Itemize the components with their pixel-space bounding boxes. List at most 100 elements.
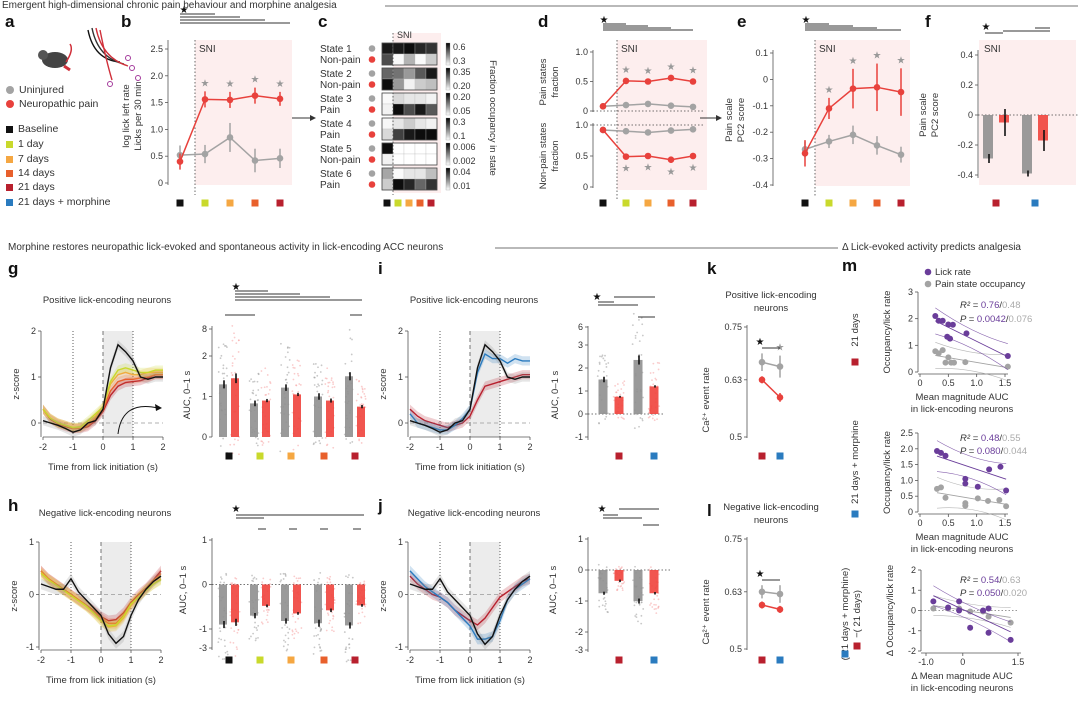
data-point — [319, 442, 322, 445]
data-point — [314, 441, 317, 444]
data-point — [233, 438, 236, 441]
data-point — [319, 572, 322, 574]
data-point — [297, 631, 300, 634]
heatmap-cell — [403, 67, 416, 80]
x-tick-label: 1 — [497, 655, 502, 665]
data-point — [758, 358, 766, 366]
sem-band — [410, 349, 530, 435]
data-point — [623, 380, 626, 383]
data-point — [223, 344, 226, 347]
trace-line — [409, 575, 531, 646]
data-point — [974, 495, 981, 502]
neuropathic-dot-icon — [368, 56, 376, 63]
data-point — [329, 575, 332, 578]
data-point — [225, 367, 228, 370]
data-point — [648, 415, 651, 418]
data-point — [640, 601, 643, 604]
data-point — [937, 484, 944, 491]
data-point — [348, 646, 351, 649]
data-point — [252, 389, 255, 392]
trace-line — [42, 374, 163, 430]
data-point — [622, 77, 630, 85]
x-tick-label: 2 — [527, 655, 532, 665]
condition-key-square — [351, 656, 359, 664]
heatmap-cell — [392, 67, 405, 80]
data-point — [261, 444, 264, 446]
condition-key-square — [176, 199, 184, 207]
plot-title: Positive lick-encoding neurons — [43, 295, 172, 306]
data-point — [606, 610, 609, 613]
data-point — [260, 370, 263, 372]
sem-band — [410, 570, 530, 650]
bar — [357, 406, 365, 437]
heatmap-cell — [381, 178, 394, 191]
uninjured-dot-icon — [368, 95, 376, 102]
x-tick-label: 0 — [917, 378, 922, 388]
data-point — [351, 338, 353, 341]
data-point — [314, 627, 317, 630]
data-point — [945, 354, 952, 361]
significance-star-icon: ★ — [689, 66, 698, 77]
data-point — [602, 357, 605, 360]
y-tick-label: 0 — [908, 507, 913, 517]
data-point — [265, 609, 268, 611]
sem-band — [410, 570, 530, 631]
y-tick-label: 0.5 — [150, 151, 163, 161]
y-axis-label: Ca²⁺ event rate — [701, 579, 712, 644]
data-point — [348, 328, 351, 331]
heatmap-cell — [414, 92, 427, 105]
heatmap-cell — [392, 42, 405, 55]
data-point — [363, 580, 366, 583]
y-tick-label: -1 — [395, 642, 403, 652]
scissors-icon — [135, 75, 141, 81]
heatmap-cell — [392, 153, 405, 166]
data-point — [250, 635, 252, 638]
sem-band — [43, 370, 163, 434]
significance-star-icon: ★ — [756, 569, 765, 580]
legend-label: Lick rate — [935, 267, 971, 278]
y-tick-label: -0.2 — [752, 127, 768, 137]
mouse-tail-icon — [65, 43, 73, 63]
data-point — [219, 445, 222, 447]
occupancy-stat-value: 0.48 — [1002, 300, 1021, 311]
legend-label: Baseline — [18, 123, 59, 135]
significance-star-icon: ★ — [201, 78, 210, 89]
mouse-illustration-icon — [42, 52, 68, 68]
y-tick-label: 0 — [202, 580, 207, 590]
x-tick-label: -1 — [436, 442, 444, 452]
data-point — [261, 581, 264, 584]
heatmap-cell — [392, 92, 405, 105]
colorbar-max-label: 0.006 — [453, 142, 476, 152]
data-point — [293, 632, 296, 635]
data-point — [293, 372, 296, 375]
data-point — [233, 336, 236, 339]
heatmap-cell — [392, 117, 405, 130]
data-point — [221, 658, 224, 661]
data-point — [949, 321, 956, 328]
data-point — [657, 598, 660, 601]
confidence-band-line — [933, 585, 1011, 623]
trace-line — [42, 343, 163, 433]
data-point — [343, 631, 346, 633]
data-point — [332, 381, 334, 384]
data-point — [226, 374, 228, 377]
heatmap-cell — [392, 103, 405, 116]
y-axis-label: AUC, 0–1 s — [548, 565, 559, 614]
data-point — [252, 380, 254, 383]
data-point — [605, 374, 608, 377]
data-point — [1007, 619, 1014, 626]
y-tick-label: 2.5 — [900, 428, 913, 438]
data-point — [217, 641, 220, 644]
significance-star-icon: ★ — [825, 85, 834, 96]
data-point — [358, 612, 360, 615]
data-point — [230, 372, 233, 374]
data-point — [348, 637, 351, 640]
data-point — [316, 390, 319, 393]
data-point — [633, 600, 636, 603]
data-point — [647, 411, 650, 414]
data-point — [647, 407, 650, 410]
lick-rate-stat-value: 0.48 — [981, 433, 1000, 444]
heatmap-cell — [403, 153, 416, 166]
significance-star-icon: ★ — [276, 79, 285, 90]
data-point — [253, 626, 256, 629]
